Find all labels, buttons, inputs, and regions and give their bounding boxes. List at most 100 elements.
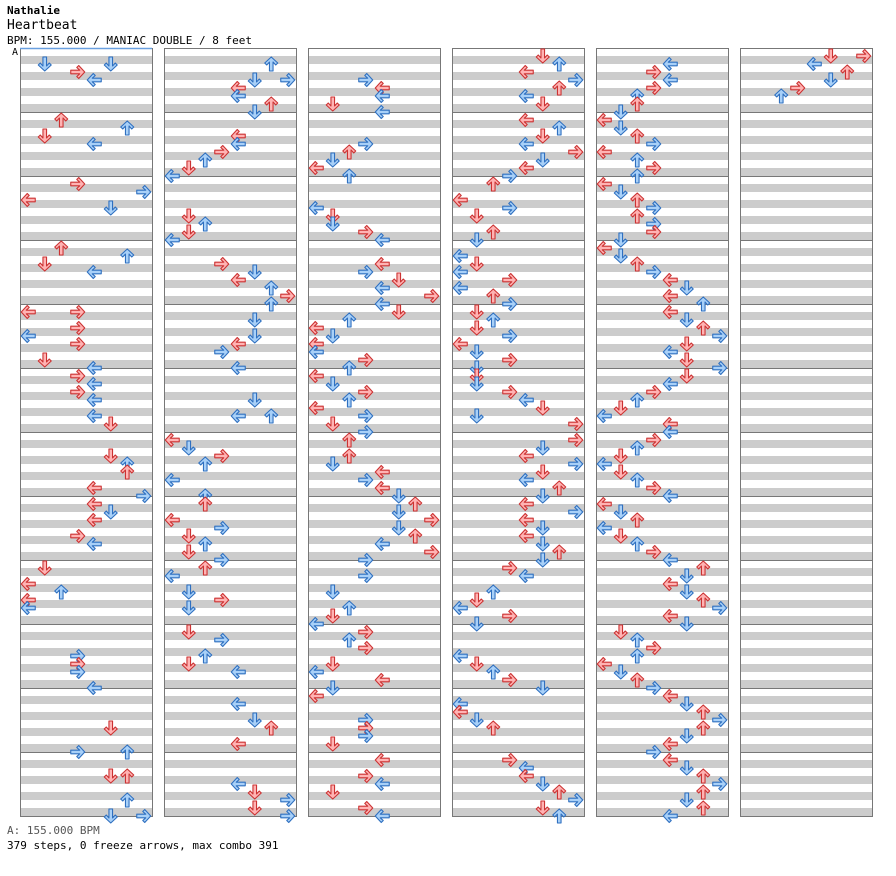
down-arrow-note bbox=[823, 72, 838, 88]
beat-stripe bbox=[740, 648, 872, 656]
down-arrow-note bbox=[679, 568, 694, 584]
down-arrow-note bbox=[535, 552, 550, 568]
down-arrow-note bbox=[469, 208, 484, 224]
left-arrow-note bbox=[164, 472, 180, 488]
left-arrow-note bbox=[374, 808, 390, 824]
beat-stripe bbox=[452, 664, 584, 672]
measure bbox=[164, 752, 296, 816]
up-arrow-note bbox=[630, 208, 645, 224]
beat-stripe bbox=[452, 680, 584, 688]
right-arrow-note bbox=[568, 144, 584, 160]
up-arrow-note bbox=[408, 496, 423, 512]
measure bbox=[308, 240, 440, 304]
beat-stripe bbox=[596, 328, 728, 336]
beat-stripe bbox=[20, 408, 152, 416]
right-arrow-note bbox=[70, 64, 86, 80]
beat-stripe bbox=[452, 504, 584, 512]
beat-stripe bbox=[164, 232, 296, 240]
measure bbox=[740, 496, 872, 560]
measure bbox=[164, 624, 296, 688]
beat-stripe bbox=[452, 696, 584, 704]
beat-stripe bbox=[452, 216, 584, 224]
right-arrow-note bbox=[136, 488, 152, 504]
beat-stripe bbox=[740, 504, 872, 512]
down-arrow-note bbox=[613, 400, 628, 416]
beat-stripe bbox=[452, 456, 584, 464]
down-arrow-note bbox=[535, 488, 550, 504]
left-arrow-note bbox=[374, 752, 390, 768]
right-arrow-note bbox=[358, 408, 374, 424]
measure bbox=[596, 688, 728, 752]
beat-stripe bbox=[308, 776, 440, 784]
left-arrow-note bbox=[596, 496, 612, 512]
chart-column bbox=[452, 48, 585, 817]
right-arrow-note bbox=[214, 344, 230, 360]
down-arrow-note bbox=[679, 280, 694, 296]
up-arrow-note bbox=[552, 120, 567, 136]
left-arrow-note bbox=[806, 56, 822, 72]
down-arrow-note bbox=[103, 768, 118, 784]
beat-stripe bbox=[308, 424, 440, 432]
down-arrow-note bbox=[181, 528, 196, 544]
measure bbox=[596, 432, 728, 496]
beat-stripe bbox=[308, 744, 440, 752]
up-arrow-note bbox=[552, 808, 567, 824]
measure bbox=[740, 48, 872, 112]
beat-stripe bbox=[308, 760, 440, 768]
down-arrow-note bbox=[535, 152, 550, 168]
right-arrow-note bbox=[70, 368, 86, 384]
up-arrow-note bbox=[120, 768, 135, 784]
measure bbox=[596, 560, 728, 624]
measure bbox=[308, 688, 440, 752]
left-arrow-note bbox=[518, 160, 534, 176]
beat-stripe bbox=[164, 648, 296, 656]
beat-stripe bbox=[164, 744, 296, 752]
left-arrow-note bbox=[374, 80, 390, 96]
beat-stripe bbox=[452, 168, 584, 176]
measure bbox=[164, 560, 296, 624]
up-arrow-note bbox=[630, 392, 645, 408]
up-arrow-note bbox=[552, 80, 567, 96]
measure bbox=[452, 752, 584, 816]
down-arrow-note bbox=[823, 48, 838, 64]
left-arrow-note bbox=[662, 552, 678, 568]
beat-stripe bbox=[740, 712, 872, 720]
beat-stripe bbox=[308, 792, 440, 800]
right-arrow-note bbox=[646, 680, 662, 696]
down-arrow-note bbox=[613, 120, 628, 136]
beat-stripe bbox=[740, 664, 872, 672]
measure bbox=[740, 432, 872, 496]
down-arrow-note bbox=[325, 208, 340, 224]
right-arrow-note bbox=[70, 648, 86, 664]
beat-stripe bbox=[308, 248, 440, 256]
right-arrow-note bbox=[646, 480, 662, 496]
up-arrow-note bbox=[630, 152, 645, 168]
left-arrow-note bbox=[518, 392, 534, 408]
beat-stripe bbox=[596, 136, 728, 144]
beat-stripe bbox=[596, 664, 728, 672]
left-arrow-note bbox=[596, 176, 612, 192]
beat-stripe bbox=[164, 360, 296, 368]
beat-stripe bbox=[740, 104, 872, 112]
measure bbox=[596, 368, 728, 432]
left-arrow-note bbox=[374, 776, 390, 792]
beat-stripe bbox=[164, 328, 296, 336]
beat-stripe bbox=[596, 56, 728, 64]
chart-info: BPM: 155.000 / MANIAC DOUBLE / 8 feet bbox=[7, 34, 253, 47]
beat-stripe bbox=[740, 136, 872, 144]
beat-stripe bbox=[20, 680, 152, 688]
right-arrow-note bbox=[502, 296, 518, 312]
down-arrow-note bbox=[391, 304, 406, 320]
beat-stripe bbox=[20, 280, 152, 288]
up-arrow-note bbox=[120, 744, 135, 760]
beat-stripe bbox=[452, 328, 584, 336]
right-arrow-note bbox=[646, 216, 662, 232]
beat-stripe bbox=[740, 120, 872, 128]
left-arrow-note bbox=[230, 272, 246, 288]
left-arrow-note bbox=[230, 128, 246, 144]
right-arrow-note bbox=[358, 712, 374, 728]
right-arrow-note bbox=[502, 752, 518, 768]
beat-stripe bbox=[308, 728, 440, 736]
right-arrow-note bbox=[214, 592, 230, 608]
down-arrow-note bbox=[535, 536, 550, 552]
